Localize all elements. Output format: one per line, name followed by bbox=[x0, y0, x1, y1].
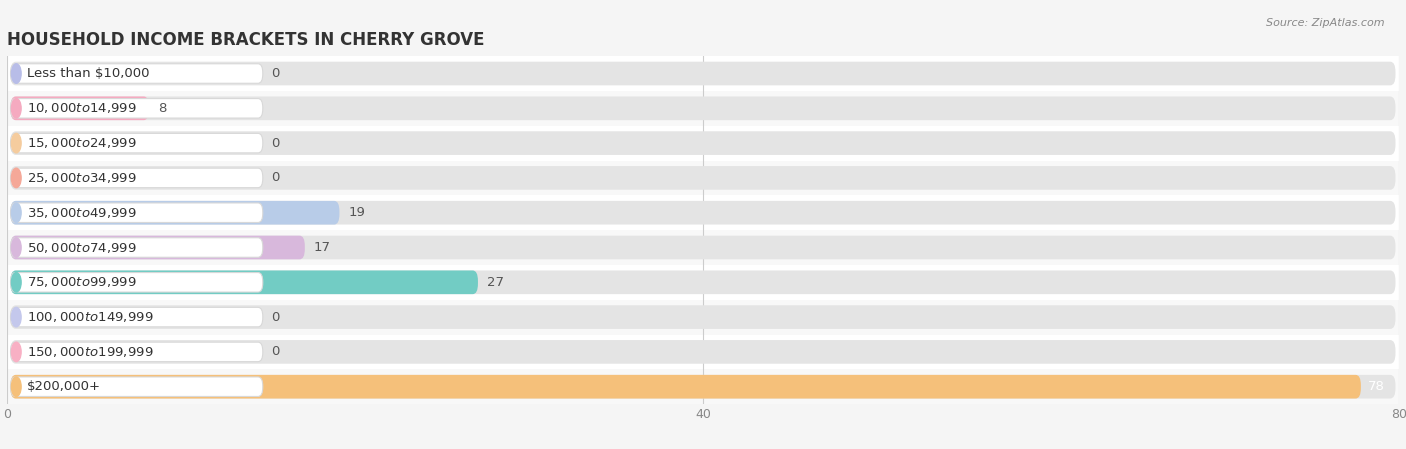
Text: $200,000+: $200,000+ bbox=[27, 380, 101, 393]
Circle shape bbox=[11, 168, 21, 188]
Bar bbox=[7, 265, 1399, 300]
Bar bbox=[7, 91, 1399, 126]
Circle shape bbox=[11, 133, 21, 153]
FancyBboxPatch shape bbox=[10, 201, 339, 224]
Circle shape bbox=[11, 203, 21, 222]
Bar bbox=[7, 126, 1399, 161]
FancyBboxPatch shape bbox=[10, 236, 1396, 260]
Text: $150,000 to $199,999: $150,000 to $199,999 bbox=[27, 345, 153, 359]
FancyBboxPatch shape bbox=[10, 62, 1396, 85]
Text: 78: 78 bbox=[1368, 380, 1385, 393]
FancyBboxPatch shape bbox=[10, 342, 263, 361]
Text: Less than $10,000: Less than $10,000 bbox=[27, 67, 149, 80]
Circle shape bbox=[11, 99, 21, 118]
Circle shape bbox=[11, 238, 21, 257]
FancyBboxPatch shape bbox=[10, 166, 1396, 190]
Bar bbox=[7, 369, 1399, 404]
Text: 0: 0 bbox=[271, 67, 280, 80]
FancyBboxPatch shape bbox=[10, 340, 1396, 364]
Text: $75,000 to $99,999: $75,000 to $99,999 bbox=[27, 275, 136, 289]
Bar bbox=[7, 335, 1399, 369]
Text: Source: ZipAtlas.com: Source: ZipAtlas.com bbox=[1267, 18, 1385, 28]
FancyBboxPatch shape bbox=[10, 131, 1396, 155]
FancyBboxPatch shape bbox=[10, 273, 263, 292]
FancyBboxPatch shape bbox=[10, 99, 263, 118]
FancyBboxPatch shape bbox=[10, 377, 263, 396]
FancyBboxPatch shape bbox=[10, 238, 263, 257]
Text: $15,000 to $24,999: $15,000 to $24,999 bbox=[27, 136, 136, 150]
Text: $50,000 to $74,999: $50,000 to $74,999 bbox=[27, 241, 136, 255]
Bar bbox=[7, 195, 1399, 230]
Text: 8: 8 bbox=[157, 102, 166, 115]
FancyBboxPatch shape bbox=[10, 203, 263, 222]
FancyBboxPatch shape bbox=[10, 270, 478, 294]
Circle shape bbox=[11, 64, 21, 83]
Bar bbox=[7, 300, 1399, 335]
FancyBboxPatch shape bbox=[10, 270, 1396, 294]
FancyBboxPatch shape bbox=[10, 201, 1396, 224]
Circle shape bbox=[11, 308, 21, 327]
Text: 19: 19 bbox=[349, 206, 366, 219]
Bar bbox=[7, 160, 1399, 195]
Bar bbox=[7, 56, 1399, 91]
FancyBboxPatch shape bbox=[10, 375, 1396, 399]
FancyBboxPatch shape bbox=[10, 236, 305, 260]
FancyBboxPatch shape bbox=[10, 64, 263, 83]
FancyBboxPatch shape bbox=[10, 97, 1396, 120]
FancyBboxPatch shape bbox=[10, 97, 149, 120]
Circle shape bbox=[11, 273, 21, 292]
Text: $10,000 to $14,999: $10,000 to $14,999 bbox=[27, 101, 136, 115]
Text: $35,000 to $49,999: $35,000 to $49,999 bbox=[27, 206, 136, 220]
FancyBboxPatch shape bbox=[10, 133, 263, 153]
Text: 17: 17 bbox=[314, 241, 330, 254]
Text: $25,000 to $34,999: $25,000 to $34,999 bbox=[27, 171, 136, 185]
FancyBboxPatch shape bbox=[10, 305, 1396, 329]
Bar bbox=[7, 230, 1399, 265]
Text: 0: 0 bbox=[271, 345, 280, 358]
Circle shape bbox=[11, 342, 21, 361]
Text: 27: 27 bbox=[486, 276, 503, 289]
Text: $100,000 to $149,999: $100,000 to $149,999 bbox=[27, 310, 153, 324]
FancyBboxPatch shape bbox=[10, 168, 263, 188]
FancyBboxPatch shape bbox=[10, 308, 263, 327]
Text: 0: 0 bbox=[271, 311, 280, 324]
Text: HOUSEHOLD INCOME BRACKETS IN CHERRY GROVE: HOUSEHOLD INCOME BRACKETS IN CHERRY GROV… bbox=[7, 31, 485, 49]
Text: 0: 0 bbox=[271, 172, 280, 185]
Text: 0: 0 bbox=[271, 136, 280, 150]
Circle shape bbox=[11, 377, 21, 396]
FancyBboxPatch shape bbox=[10, 375, 1361, 399]
